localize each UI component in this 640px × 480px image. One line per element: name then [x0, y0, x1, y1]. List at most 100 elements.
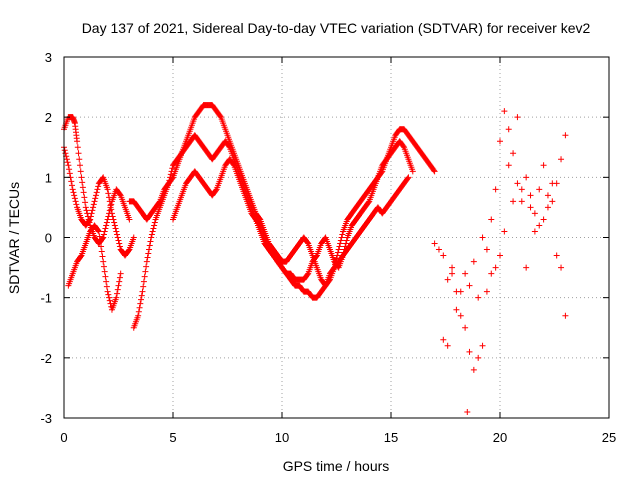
data-point — [221, 164, 228, 171]
data-point — [71, 119, 78, 126]
data-point — [403, 176, 410, 183]
data-point — [373, 176, 380, 183]
data-point — [527, 204, 534, 211]
data-point — [217, 176, 224, 183]
data-point — [321, 284, 328, 291]
data-point — [234, 172, 241, 179]
data-point — [221, 124, 228, 131]
data-point — [116, 243, 123, 250]
data-point — [116, 278, 123, 285]
data-point — [83, 207, 90, 214]
data-point — [412, 142, 419, 149]
data-point — [73, 135, 80, 142]
data-point — [104, 216, 111, 223]
data-point — [277, 262, 284, 269]
data-point — [558, 264, 565, 271]
data-point — [125, 247, 132, 254]
data-point — [94, 186, 101, 193]
data-point — [169, 165, 176, 172]
data-point — [164, 182, 171, 189]
data-point — [106, 198, 113, 205]
data-point — [90, 204, 97, 211]
series-scatter-late — [431, 108, 569, 415]
data-point — [399, 182, 406, 189]
data-point — [378, 169, 385, 176]
data-point — [76, 254, 83, 261]
data-point — [544, 204, 551, 211]
data-point — [112, 225, 119, 232]
data-point — [216, 146, 223, 153]
data-point — [462, 324, 469, 331]
data-point — [505, 126, 512, 133]
data-point — [386, 200, 393, 207]
data-point — [130, 236, 137, 243]
data-point — [66, 170, 73, 177]
x-axis-ticks: 0 5 10 15 20 25 — [60, 57, 616, 445]
data-point — [144, 254, 151, 261]
data-point — [369, 182, 376, 189]
data-point — [523, 264, 530, 271]
data-point — [395, 188, 402, 195]
data-point — [194, 136, 201, 143]
data-point — [107, 202, 114, 209]
data-point — [156, 206, 163, 213]
data-point — [155, 200, 162, 207]
data-point — [369, 212, 376, 219]
data-point — [68, 182, 75, 189]
data-point — [417, 148, 424, 155]
data-point — [90, 201, 97, 208]
data-point — [470, 366, 477, 373]
data-point — [290, 248, 297, 255]
data-point — [78, 174, 85, 181]
data-point — [142, 268, 149, 275]
series-track-b — [61, 144, 137, 259]
data-point — [96, 233, 103, 240]
data-point — [65, 162, 72, 169]
data-point — [462, 270, 469, 277]
data-point — [212, 187, 219, 194]
data-point — [497, 252, 503, 259]
data-point — [510, 150, 517, 157]
data-point — [105, 190, 112, 197]
data-point — [76, 162, 83, 169]
data-point — [102, 225, 109, 232]
data-point — [536, 222, 543, 229]
data-point — [313, 253, 320, 260]
data-point — [106, 207, 113, 214]
data-point — [99, 175, 106, 182]
y-tick-label: -3 — [40, 411, 52, 426]
data-point — [294, 242, 301, 249]
data-point — [356, 200, 363, 207]
data-point — [343, 237, 350, 244]
data-point — [141, 273, 148, 280]
data-point — [356, 230, 363, 237]
data-point — [501, 108, 508, 115]
data-point — [351, 236, 358, 243]
data-point — [117, 270, 124, 277]
data-point — [71, 192, 78, 199]
data-point — [138, 208, 145, 215]
data-point — [408, 136, 415, 143]
data-point — [321, 283, 328, 290]
data-point — [335, 246, 342, 253]
data-point — [147, 238, 154, 245]
data-point — [303, 238, 310, 245]
data-point — [137, 300, 144, 307]
data-point — [136, 304, 143, 311]
data-point — [112, 296, 119, 303]
data-point — [106, 294, 113, 301]
data-point — [337, 237, 344, 244]
data-point — [143, 258, 150, 265]
data-point — [483, 288, 490, 295]
data-point — [265, 244, 272, 251]
data-point — [317, 274, 324, 281]
data-point — [146, 212, 153, 219]
data-point — [146, 242, 153, 249]
data-point — [95, 183, 102, 190]
data-point — [338, 234, 345, 241]
data-point — [138, 296, 145, 303]
data-point — [338, 254, 345, 261]
data-point — [334, 260, 341, 267]
data-point — [81, 194, 88, 201]
data-point — [68, 272, 75, 279]
